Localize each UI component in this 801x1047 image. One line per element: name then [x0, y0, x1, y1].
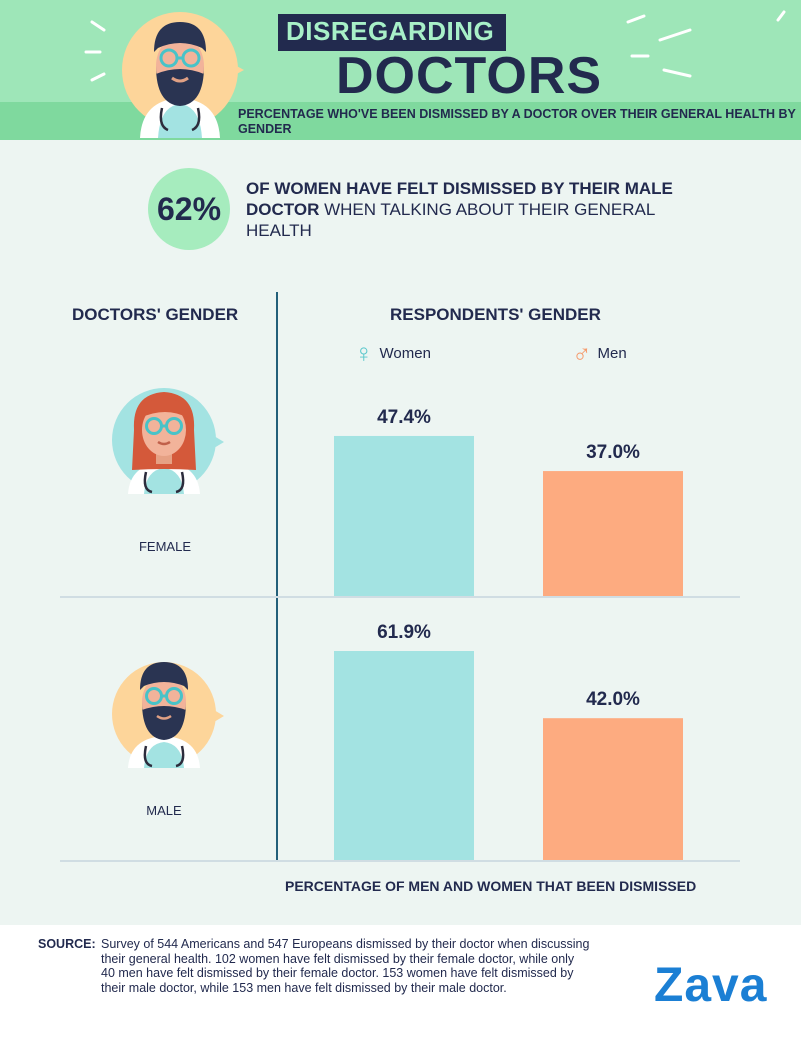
stat-text: OF WOMEN HAVE FELT DISMISSED BY THEIR MA…	[246, 178, 676, 241]
source-text: Survey of 544 Americans and 547 European…	[101, 937, 590, 995]
male-doctor-avatar-header	[122, 12, 244, 138]
footer	[0, 925, 801, 1047]
row-label-female: FEMALE	[138, 539, 191, 554]
stat-text-bold: OF WOMEN HAVE FELT DISMISSED BY THEIR MA…	[246, 179, 673, 219]
female-doctor-avatar	[112, 388, 224, 494]
decorative-rays	[84, 10, 786, 82]
doctors-gender-heading: DOCTORS' GENDER	[72, 305, 239, 324]
legend-women-label: Women	[379, 344, 431, 362]
bar-women-male	[334, 651, 474, 860]
column-divider	[276, 292, 278, 860]
legend-women: ♀ Women	[354, 340, 431, 366]
baseline-divider	[60, 860, 740, 862]
legend-men: ♂ Men	[572, 340, 627, 366]
subtitle: PERCENTAGE WHO'VE BEEN DISMISSED BY A DO…	[238, 107, 796, 136]
bar-label-men-male: 42.0%	[586, 689, 640, 710]
legend-men-label: Men	[597, 344, 627, 362]
row-divider	[60, 596, 740, 598]
respondents-gender-heading: RESPONDENTS' GENDER	[390, 305, 601, 324]
stat-text-rest: WHEN TALKING ABOUT THEIR GENERAL HEALTH	[246, 200, 655, 240]
brand-logo: Zava	[654, 959, 768, 1012]
title-line1: DISREGARDING	[286, 16, 495, 46]
chart-x-caption: PERCENTAGE OF MEN AND WOMEN THAT BEEN DI…	[285, 878, 697, 894]
title-line1-box: DISREGARDING	[278, 14, 507, 51]
title-line2: DOCTORS	[336, 47, 603, 105]
bar-men-male	[543, 718, 683, 860]
stat-circle: 62%	[148, 168, 230, 250]
bar-women-female	[334, 435, 474, 596]
header-band	[0, 102, 801, 140]
source-label: SOURCE:	[38, 937, 96, 951]
male-symbol-icon: ♂	[572, 338, 592, 368]
bar-label-men-female: 37.0%	[586, 442, 640, 463]
female-symbol-icon: ♀	[354, 338, 374, 368]
row-label-male: MALE	[146, 803, 182, 818]
bar-label-women-female: 47.4%	[377, 407, 431, 428]
bar-label-women-male: 61.9%	[377, 622, 431, 643]
bar-men-female	[543, 471, 683, 596]
male-doctor-avatar	[112, 662, 224, 768]
